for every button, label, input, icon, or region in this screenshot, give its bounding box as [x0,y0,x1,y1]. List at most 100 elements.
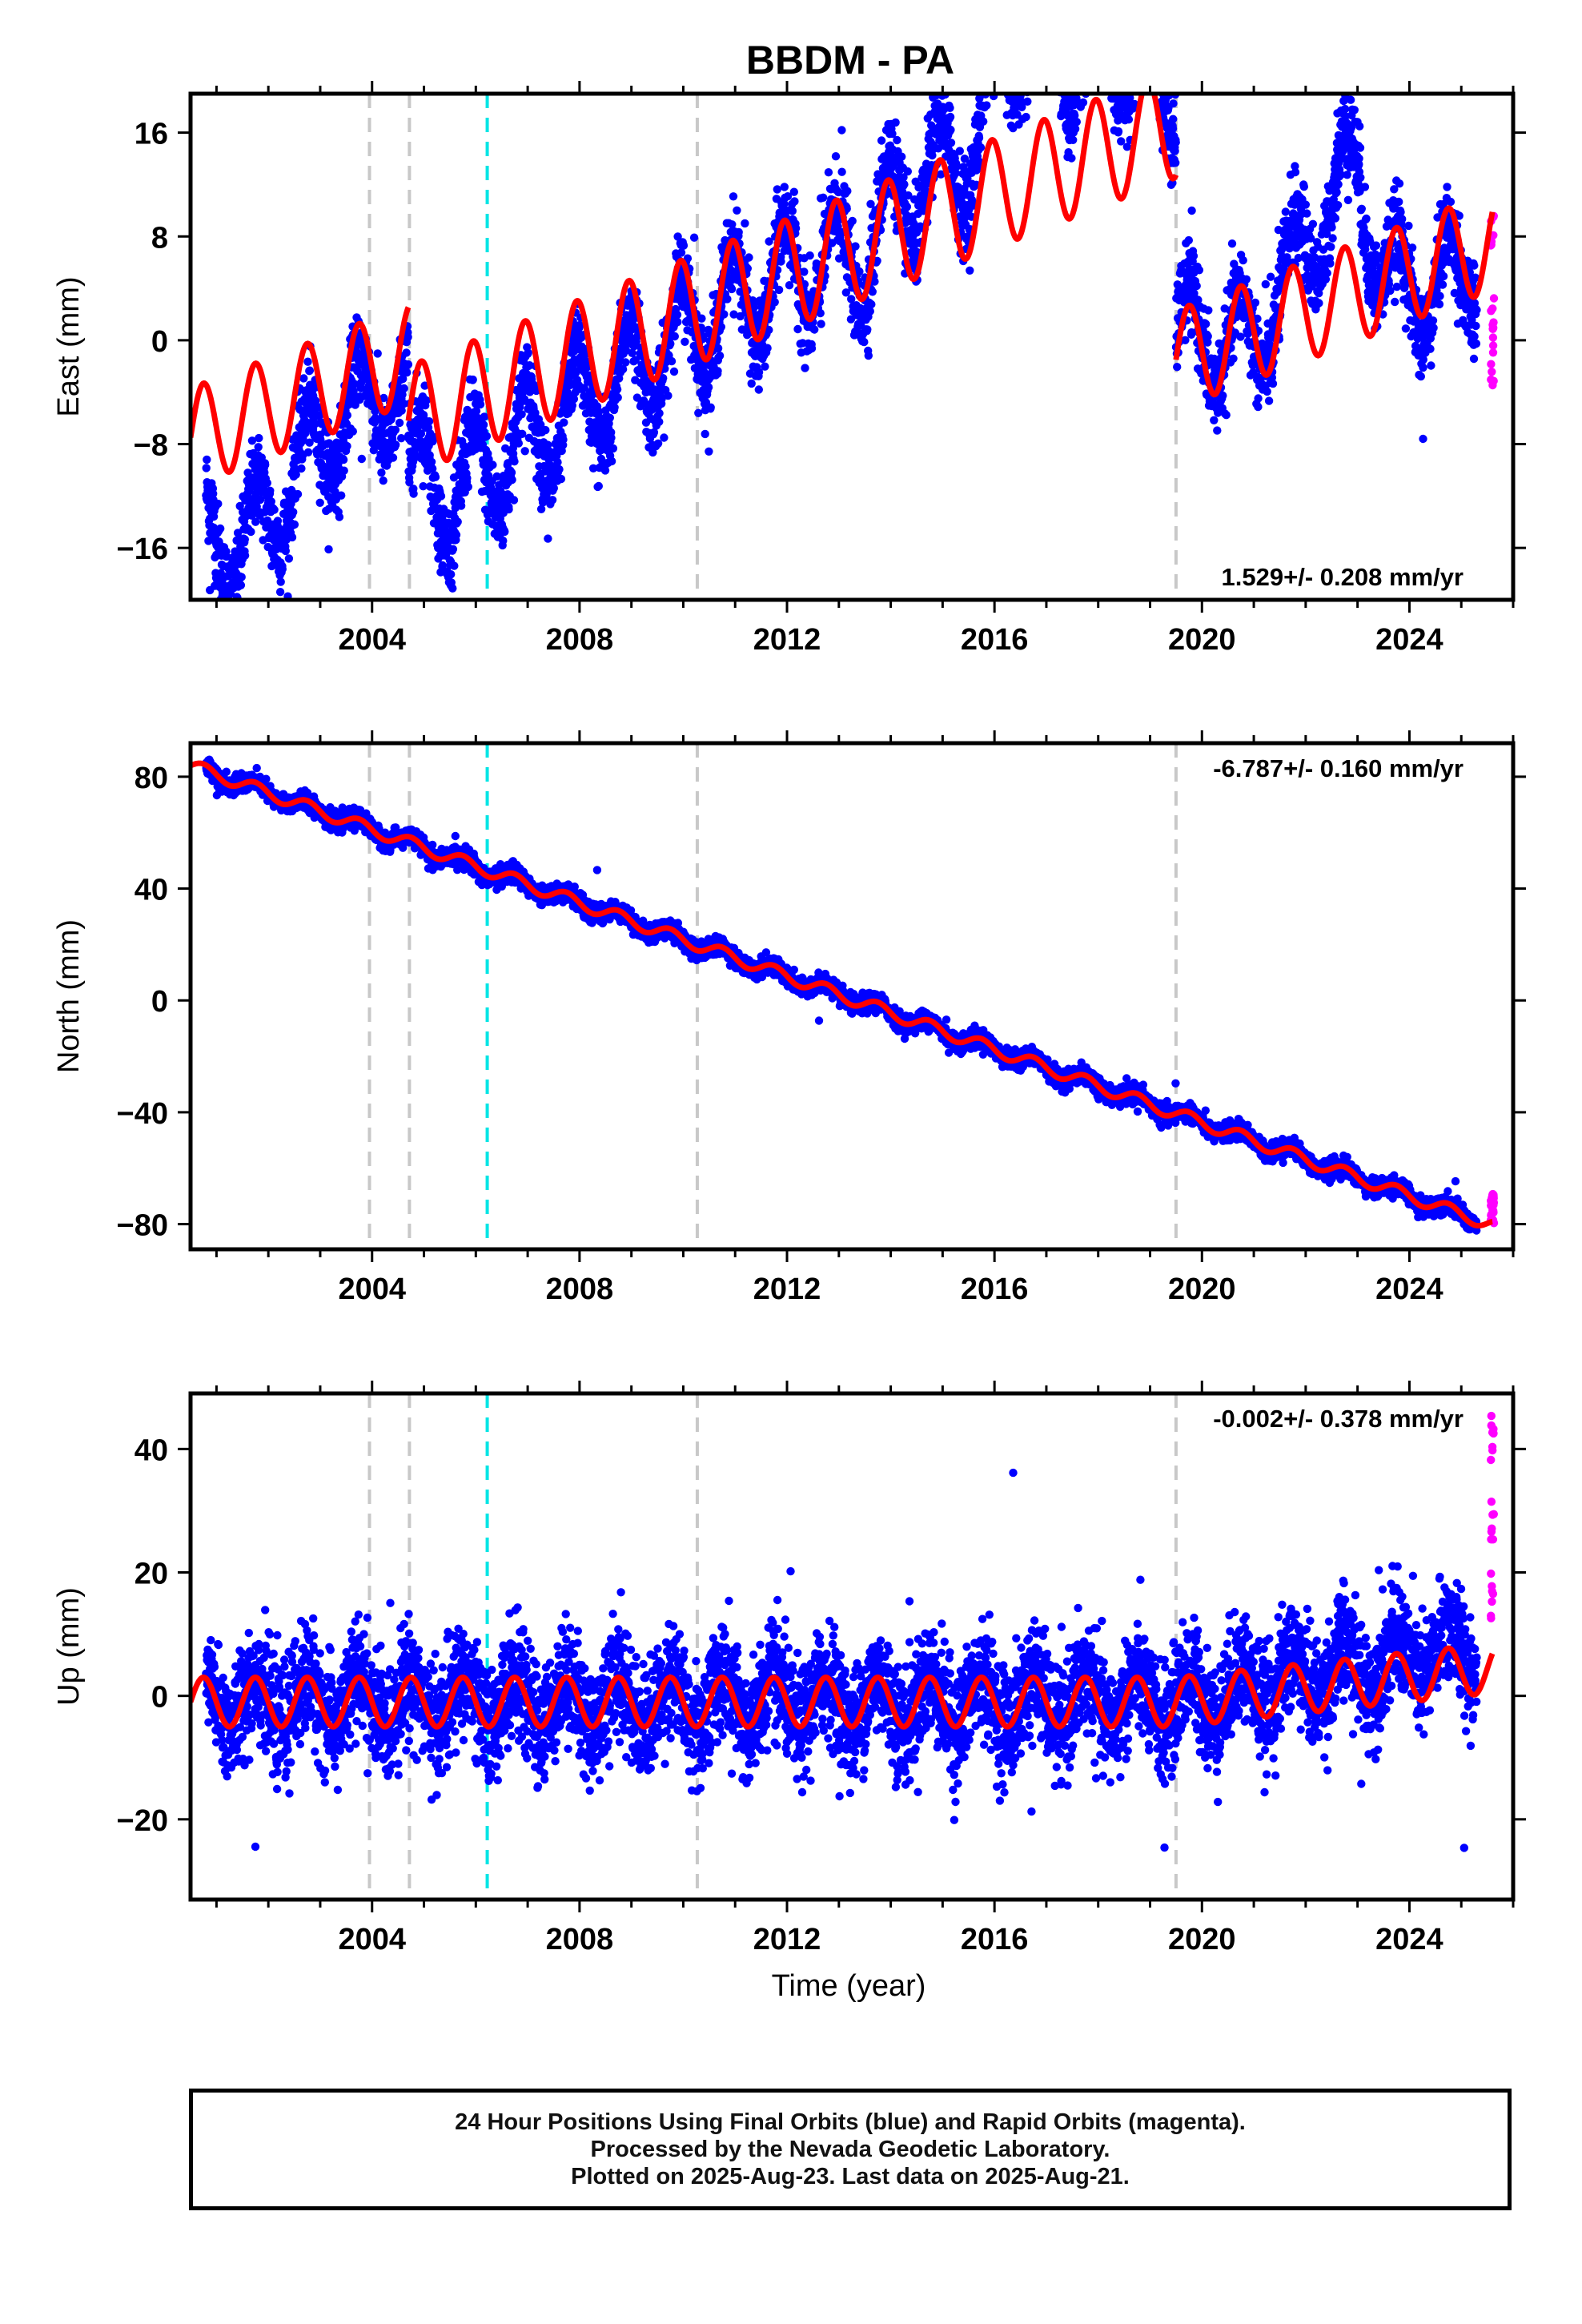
data-point [225,606,233,614]
data-point [1042,4,1050,12]
data-point [1055,76,1063,84]
data-point [992,41,1000,49]
data-point [1081,34,1089,42]
data-point [1110,50,1118,58]
data-point [305,366,315,375]
data-point [1254,394,1263,403]
data-point [749,304,758,312]
data-point [1002,71,1010,79]
data-point [1301,200,1311,209]
data-point [1055,74,1063,82]
data-point [315,498,324,507]
data-point [488,460,497,469]
data-point [1085,6,1093,14]
data-point [1055,58,1063,66]
data-point [1150,0,1158,8]
data-point [1050,24,1058,32]
data-point [397,406,406,415]
data-point [236,581,246,589]
data-point [717,323,725,332]
data-point [400,399,408,408]
data-point [1030,6,1038,14]
data-point [237,573,246,581]
data-point [1173,363,1182,372]
data-point [254,443,263,452]
data-point [1104,9,1112,17]
data-point [1187,206,1196,215]
data-point [982,72,990,80]
data-point [729,310,738,319]
data-point [1146,57,1154,65]
data-point [613,393,622,402]
data-point [1089,14,1097,22]
data-point [388,453,398,462]
data-point [1051,32,1059,40]
data-point [1058,81,1066,89]
data-point [1152,65,1160,73]
data-point [1047,6,1055,14]
data-point [763,344,772,352]
data-point [1124,79,1132,87]
data-point [1229,354,1238,363]
data-point [983,10,991,18]
data-point [1150,12,1158,20]
data-point [998,38,1006,46]
data-point [1028,5,1036,13]
data-point [1104,27,1112,35]
data-point [1070,46,1078,54]
data-point [870,277,879,286]
data-point [1149,22,1157,30]
data-point [897,152,906,161]
data-point [1072,61,1080,69]
data-point [1054,50,1062,58]
data-point [1012,73,1020,81]
data-point [1129,34,1137,42]
data-point [1016,77,1024,85]
data-point [998,32,1006,40]
data-point [568,401,576,410]
data-point [1075,78,1083,86]
data-point [1114,71,1122,79]
data-point [1088,17,1096,25]
data-point [1144,1,1152,9]
data-point [618,364,628,374]
data-point [1049,26,1057,34]
data-point [1011,64,1019,72]
data-point [996,39,1004,47]
data-point [1019,70,1027,78]
data-point [508,475,516,485]
data-point [1263,387,1271,396]
data-point [1050,31,1058,39]
data-point [428,464,437,473]
data-point [1086,24,1094,32]
data-point [1133,4,1141,12]
data-point [1112,62,1120,70]
data-point [1072,118,1082,127]
data-point [988,32,996,40]
data-point [1343,171,1351,179]
data-point [1029,21,1037,29]
data-point [1142,30,1150,38]
data-point [1098,18,1106,26]
data-point [1058,70,1066,78]
data-point [1005,81,1013,89]
data-point [720,310,729,319]
data-point [1134,2,1142,10]
data-point [743,264,752,273]
data-point [1090,10,1098,18]
data-point [463,473,472,483]
data-point [1093,14,1101,22]
data-point [1141,30,1149,38]
data-point [1171,138,1180,147]
data-point [657,395,666,404]
data-point [425,451,434,460]
data-point [1057,78,1065,86]
plot-area [191,0,1499,614]
data-point [1098,0,1106,2]
data-point [1118,52,1126,60]
data-point [297,464,306,473]
data-point [1006,71,1014,79]
data-point [1079,58,1087,66]
data-point [1150,50,1158,58]
data-point [273,517,283,525]
